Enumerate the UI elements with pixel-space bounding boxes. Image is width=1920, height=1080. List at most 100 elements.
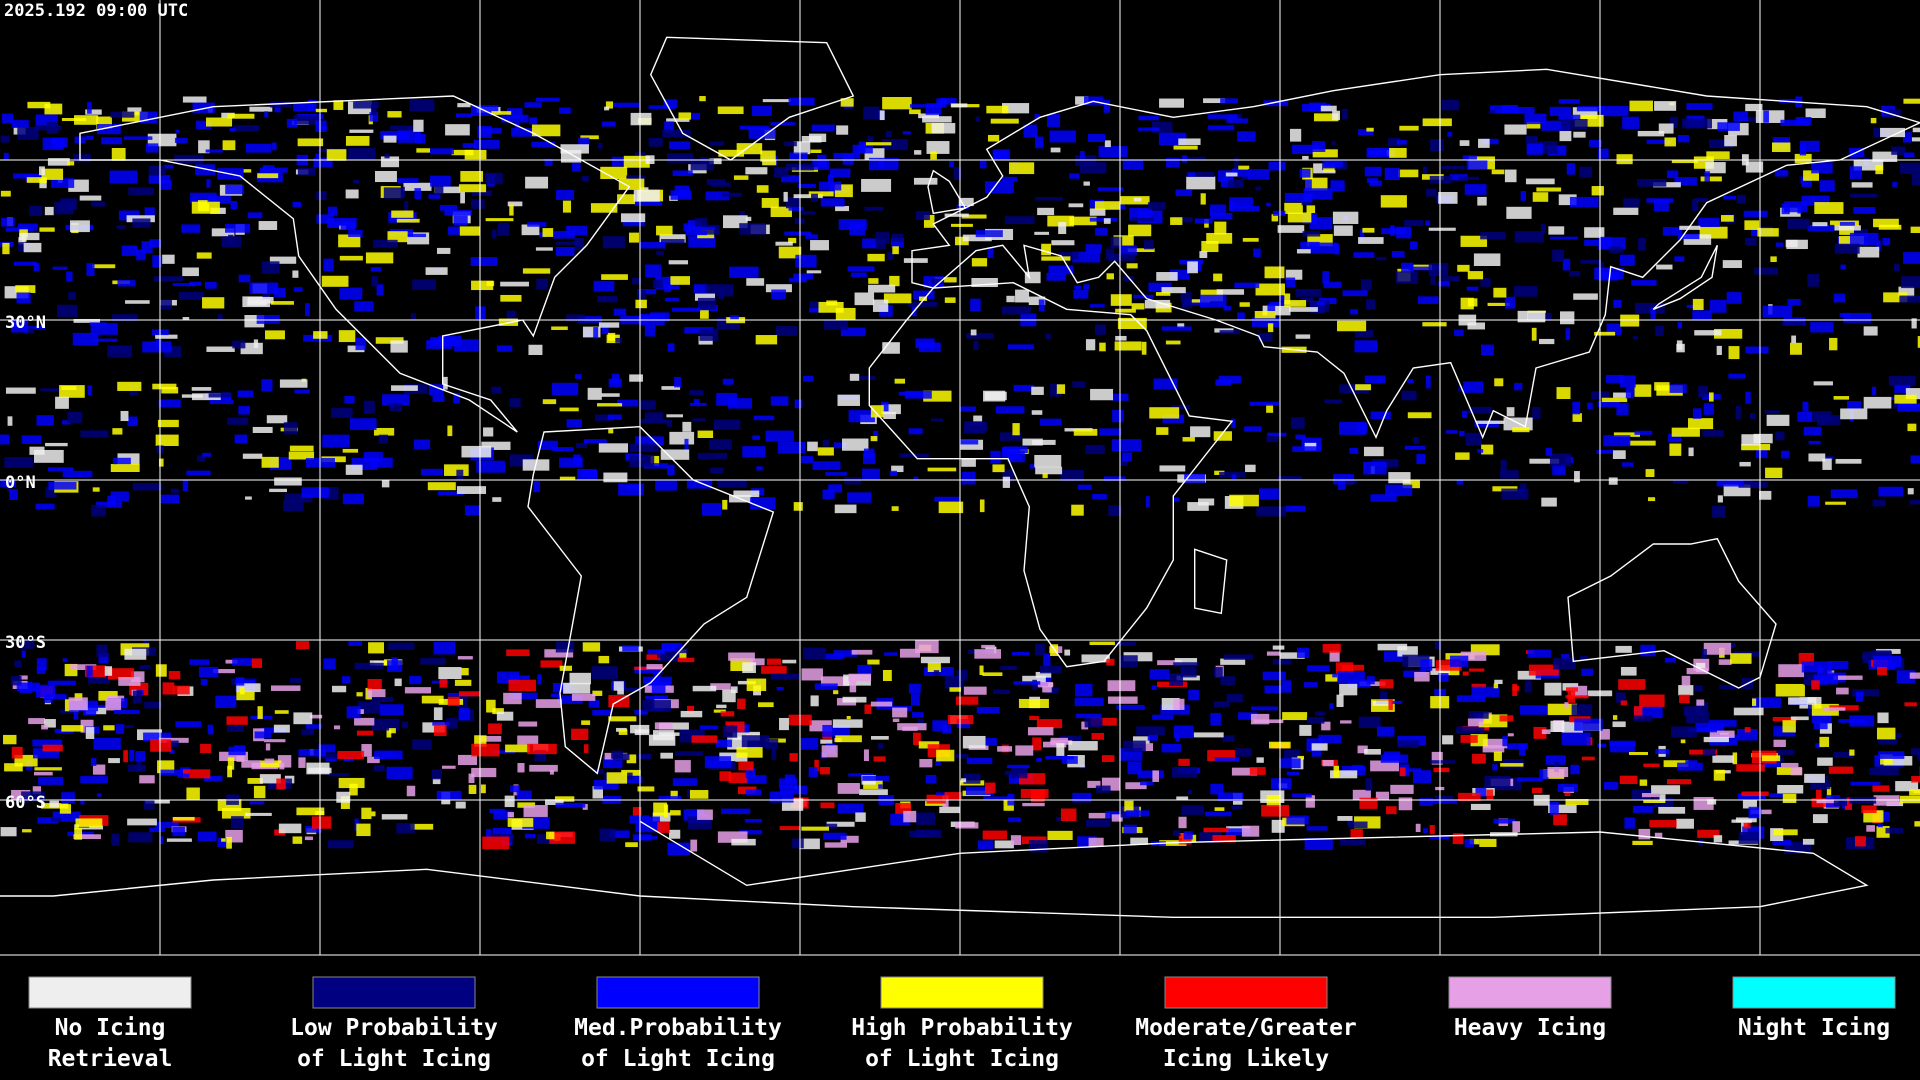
icing-patch	[987, 134, 1000, 142]
icing-patch	[848, 410, 875, 423]
icing-patch	[1629, 100, 1653, 112]
icing-patch	[1170, 217, 1183, 225]
icing-patch	[1764, 410, 1780, 414]
icing-patch	[773, 167, 789, 178]
icing-patch	[618, 729, 628, 735]
icing-patch	[669, 810, 681, 816]
icing-patch	[1681, 675, 1691, 687]
icing-patch	[663, 99, 678, 108]
icing-patch	[1085, 244, 1102, 253]
icing-patch	[269, 256, 297, 264]
icing-patch	[1376, 726, 1395, 737]
icing-patch	[1107, 680, 1136, 692]
icing-patch	[52, 266, 68, 270]
icing-patch	[608, 428, 614, 434]
icing-patch	[1337, 320, 1367, 332]
icing-patch	[1186, 171, 1215, 177]
icing-patch	[594, 769, 604, 775]
icing-patch	[721, 808, 751, 815]
icing-patch	[1855, 691, 1864, 702]
icing-patch	[1741, 444, 1771, 451]
icing-patch	[1322, 271, 1330, 284]
icing-patch	[1807, 224, 1835, 232]
icing-patch	[217, 799, 242, 811]
icing-patch	[1242, 237, 1259, 242]
icing-patch	[1826, 787, 1832, 798]
icing-patch	[966, 757, 993, 765]
icing-patch	[871, 736, 889, 740]
icing-patch	[982, 830, 1007, 840]
icing-patch	[103, 725, 115, 731]
icing-patch	[430, 175, 451, 187]
icing-patch	[1686, 711, 1709, 723]
icing-patch	[592, 690, 603, 696]
icing-patch	[1277, 225, 1305, 233]
icing-patch	[1772, 717, 1797, 722]
icing-patch	[157, 419, 179, 428]
icing-patch	[878, 784, 883, 789]
icing-patch	[1204, 811, 1232, 817]
icing-patch	[464, 149, 487, 160]
icing-patch	[509, 204, 514, 216]
icing-patch	[298, 757, 306, 768]
icing-patch	[1559, 131, 1572, 142]
icing-patch	[1819, 180, 1835, 192]
icing-patch	[49, 800, 59, 808]
icing-patch	[1669, 384, 1687, 393]
icing-patch	[1102, 755, 1115, 762]
icing-patch	[926, 141, 950, 154]
icing-patch	[601, 274, 628, 280]
icing-patch	[809, 720, 832, 732]
icing-patch	[566, 314, 585, 322]
icing-patch	[60, 198, 77, 211]
icing-patch	[34, 767, 62, 771]
icing-patch	[74, 827, 83, 840]
icing-patch	[1905, 388, 1920, 400]
icing-patch	[1870, 117, 1877, 124]
icing-patch	[1323, 168, 1335, 172]
icing-patch	[1903, 132, 1912, 143]
icing-patch	[1633, 715, 1653, 722]
icing-patch	[970, 329, 977, 336]
icing-patch	[158, 399, 181, 408]
icing-patch	[1174, 658, 1198, 666]
icing-patch	[1813, 720, 1828, 730]
icing-patch	[1151, 685, 1157, 691]
icing-patch	[995, 406, 1025, 414]
icing-patch	[834, 504, 857, 514]
legend-swatch	[312, 976, 476, 1009]
icing-patch	[1800, 140, 1820, 152]
icing-patch	[149, 827, 165, 833]
icing-patch	[160, 494, 180, 504]
icing-patch	[630, 112, 652, 126]
icing-patch	[1877, 823, 1883, 828]
icing-patch	[1803, 170, 1820, 181]
icing-patch	[639, 242, 666, 249]
icing-patch	[1646, 139, 1672, 144]
icing-patch	[1612, 721, 1626, 728]
icing-patch	[1330, 770, 1358, 779]
icing-patch	[820, 198, 845, 207]
icing-patch	[890, 813, 911, 826]
icing-patch	[357, 701, 380, 714]
icing-patch	[601, 121, 616, 127]
icing-patch	[593, 780, 619, 790]
icing-patch	[544, 649, 574, 658]
icing-patch	[1023, 124, 1038, 138]
icing-patch	[1341, 664, 1365, 671]
icing-patch	[445, 124, 470, 136]
icing-patch	[1106, 658, 1115, 666]
icing-patch	[147, 133, 177, 147]
icing-patch	[880, 401, 889, 412]
icing-patch	[1147, 202, 1166, 210]
icing-patch	[1256, 757, 1264, 763]
icing-patch	[388, 642, 415, 650]
icing-patch	[96, 793, 102, 797]
icing-patch	[1528, 664, 1559, 676]
icing-patch	[622, 645, 639, 652]
icing-patch	[1512, 821, 1521, 833]
icing-patch	[386, 728, 392, 738]
icing-patch	[685, 230, 707, 236]
icing-patch	[1701, 649, 1707, 659]
icing-patch	[1911, 318, 1917, 329]
